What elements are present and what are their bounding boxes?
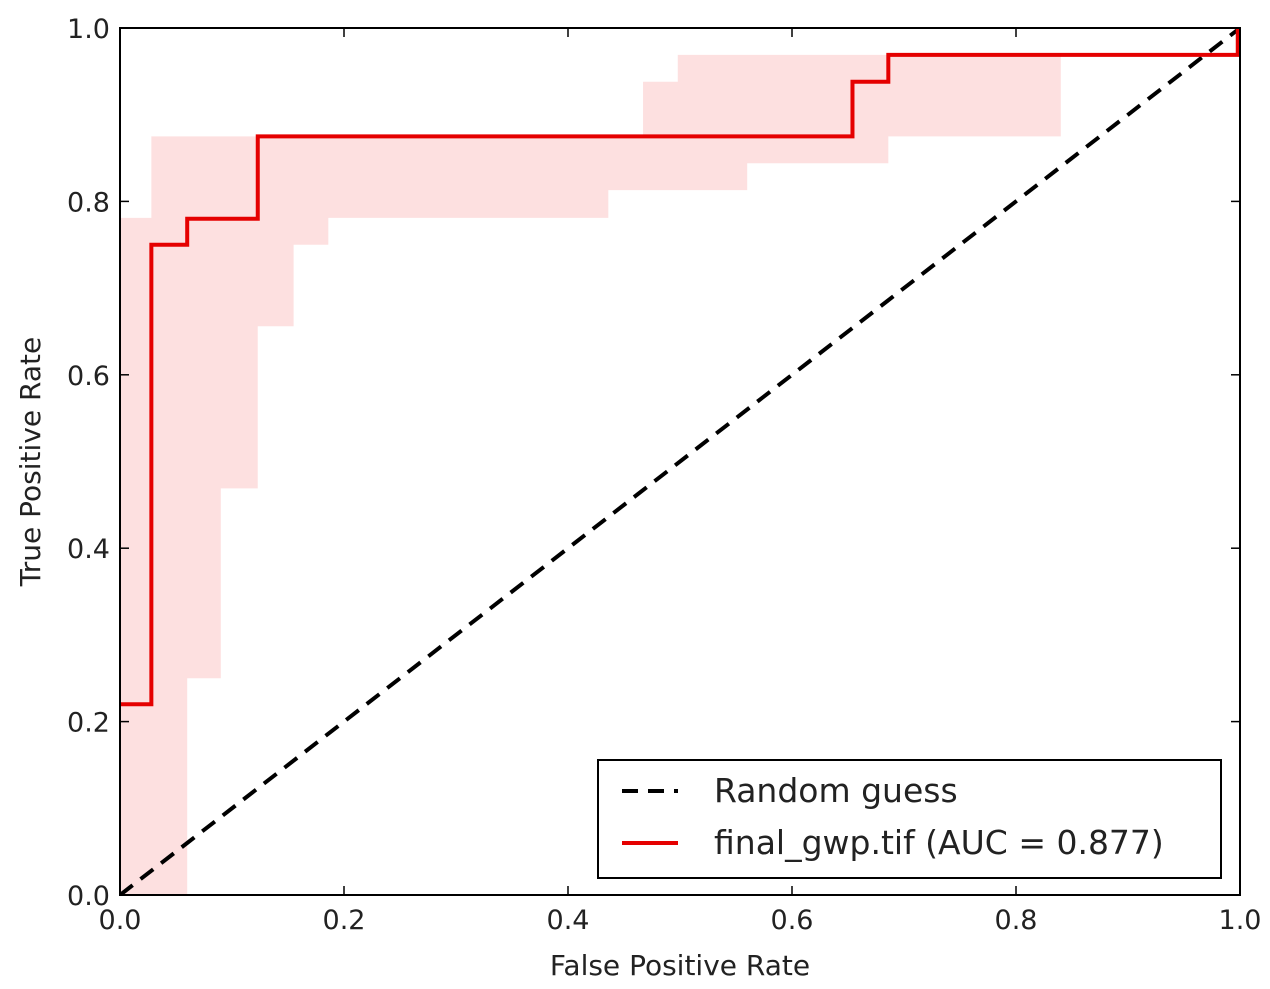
y-tick-label: 0.8 <box>67 187 110 218</box>
axes-frame <box>119 27 1241 896</box>
x-tick-label: 0.8 <box>995 905 1038 936</box>
y-tick-label: 0.4 <box>67 534 110 565</box>
x-tick-label: 0.4 <box>547 905 590 936</box>
legend-label: Random guess <box>714 771 958 810</box>
x-tick-label: 1.0 <box>1219 905 1262 936</box>
roc-curve-line <box>120 28 1240 707</box>
x-tick-label: 0.6 <box>771 905 814 936</box>
confidence-band <box>120 54 1061 895</box>
y-axis-title: True Positive Rate <box>14 337 47 587</box>
y-axis: 0.0 0.2 0.4 0.6 0.8 1.0 <box>67 14 1240 912</box>
random-guess-line <box>120 28 1240 895</box>
y-tick-label: 0.6 <box>67 361 110 392</box>
x-axis-title: False Positive Rate <box>550 949 810 982</box>
legend-label: final_gwp.tif (AUC = 0.877) <box>714 823 1164 862</box>
y-tick-label: 1.0 <box>67 14 110 45</box>
y-tick-label: 0.2 <box>67 708 110 739</box>
plot-area <box>120 28 1240 895</box>
y-tick-label: 0.0 <box>67 881 110 912</box>
x-tick-label: 0.2 <box>323 905 366 936</box>
legend: Random guess final_gwp.tif (AUC = 0.877) <box>597 759 1222 879</box>
x-tick-label: 0.0 <box>99 905 142 936</box>
x-axis: 0.0 0.2 0.4 0.6 0.8 1.0 <box>99 28 1262 936</box>
legend-box <box>597 759 1222 879</box>
